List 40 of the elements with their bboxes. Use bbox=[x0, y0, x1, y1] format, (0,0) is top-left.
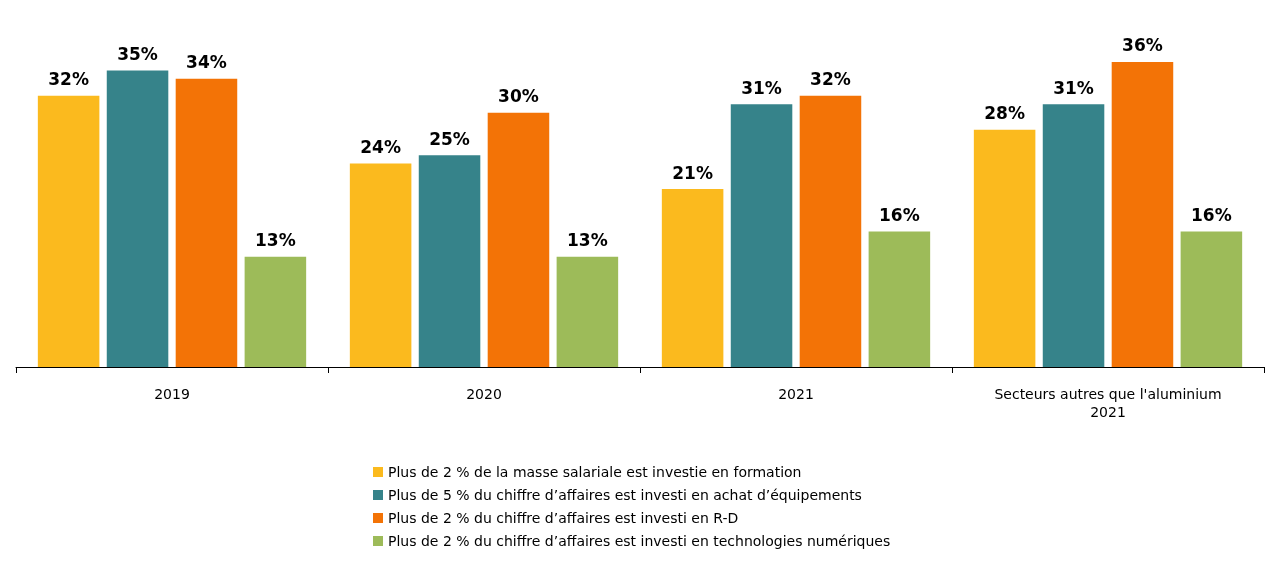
data-label: 31% bbox=[1053, 77, 1094, 98]
data-label: 21% bbox=[672, 162, 713, 183]
bar bbox=[868, 231, 931, 367]
data-label: 32% bbox=[810, 69, 851, 90]
data-label: 13% bbox=[567, 230, 608, 251]
data-label: 13% bbox=[255, 230, 296, 251]
bar bbox=[556, 256, 619, 367]
x-tick-label: 2021 bbox=[778, 386, 814, 402]
bar bbox=[487, 112, 550, 367]
data-label: 35% bbox=[117, 43, 158, 64]
x-tick-label: 2020 bbox=[466, 386, 502, 402]
bar bbox=[730, 104, 793, 367]
x-tick-label: Secteurs autres que l'aluminium 2021 bbox=[994, 386, 1222, 420]
legend-label: Plus de 5 % du chiffre d’affaires est investi en achat d’équipements bbox=[388, 487, 862, 503]
data-label: 25% bbox=[429, 128, 470, 149]
bar bbox=[175, 78, 238, 367]
x-tick-label: 2019 bbox=[154, 386, 190, 402]
legend-label: Plus de 2 % du chiffre d’affaires est investi en technologies numériques bbox=[388, 533, 891, 549]
bar bbox=[661, 189, 724, 367]
data-label: 36% bbox=[1122, 35, 1163, 56]
bar bbox=[799, 95, 862, 367]
bar bbox=[1180, 231, 1243, 367]
data-label: 30% bbox=[498, 86, 539, 107]
bar bbox=[244, 256, 307, 367]
data-label: 34% bbox=[186, 52, 227, 73]
bar bbox=[418, 155, 481, 367]
legend-label: Plus de 2 % du chiffre d’affaires est investi en R-D bbox=[388, 510, 739, 526]
data-label: 31% bbox=[741, 77, 782, 98]
legend-label: Plus de 2 % de la masse salariale est investie en formation bbox=[388, 464, 802, 480]
bar bbox=[349, 163, 412, 367]
bar bbox=[37, 95, 100, 367]
data-label: 28% bbox=[984, 103, 1025, 124]
data-label: 16% bbox=[879, 204, 920, 225]
data-label: 24% bbox=[360, 137, 401, 158]
bar bbox=[1042, 104, 1105, 367]
bar bbox=[1111, 61, 1174, 367]
bar bbox=[973, 129, 1036, 367]
data-label: 32% bbox=[48, 69, 89, 90]
bar bbox=[106, 70, 169, 367]
data-label: 16% bbox=[1191, 204, 1232, 225]
